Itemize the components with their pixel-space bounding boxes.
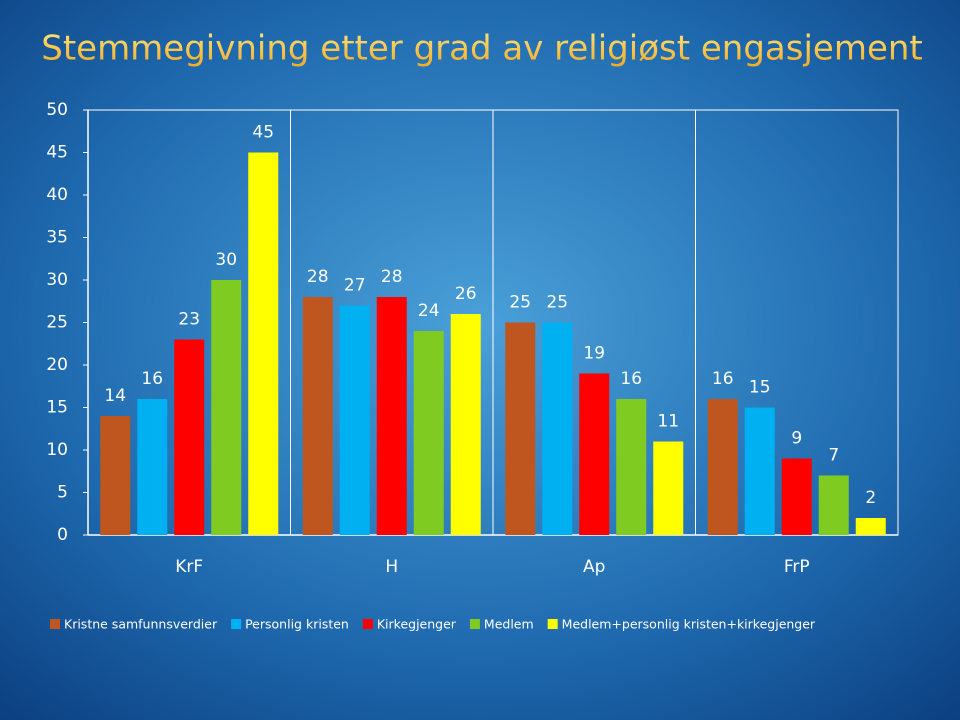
y-tick-label: 0 <box>57 525 68 545</box>
legend-label: Medlem <box>484 617 534 632</box>
value-label: 25 <box>509 293 531 313</box>
value-label: 28 <box>381 267 403 287</box>
bar <box>100 416 131 535</box>
bar <box>339 305 370 535</box>
legend-swatch <box>547 619 558 629</box>
legend-swatch <box>50 619 60 629</box>
value-label: 16 <box>141 369 163 389</box>
bar <box>137 399 168 535</box>
legend-swatch <box>469 619 480 629</box>
legend-label: Medlem+personlig kristen+kirkegjenger <box>562 617 816 632</box>
bar <box>302 297 333 535</box>
value-label: 28 <box>307 267 329 287</box>
bar <box>413 331 444 535</box>
bar <box>781 458 812 535</box>
value-label: 9 <box>791 429 802 449</box>
y-tick-label: 30 <box>46 270 68 290</box>
y-tick-label: 25 <box>46 313 68 333</box>
legend-swatch <box>362 619 373 629</box>
chart-title: Stemmegivning etter grad av religiøst en… <box>41 29 923 69</box>
bar <box>579 373 610 535</box>
bar <box>376 297 407 535</box>
value-label: 23 <box>178 310 200 330</box>
x-tick-label: FrP <box>784 557 810 577</box>
y-tick-label: 45 <box>46 143 68 163</box>
bar <box>211 280 242 535</box>
x-tick-label: H <box>385 557 398 577</box>
legend-label: Kirkegjenger <box>377 617 457 632</box>
value-label: 26 <box>455 284 477 304</box>
value-label: 19 <box>583 344 605 364</box>
value-label: 15 <box>749 378 771 398</box>
bar <box>248 152 279 535</box>
y-tick-label: 20 <box>46 355 68 375</box>
value-label: 14 <box>104 386 126 406</box>
bar <box>616 399 647 535</box>
x-tick-label: Ap <box>583 557 605 577</box>
bar <box>505 322 536 535</box>
bar <box>542 322 573 535</box>
value-label: 16 <box>620 369 642 389</box>
bar <box>653 441 684 535</box>
value-label: 30 <box>215 250 237 270</box>
legend-swatch <box>231 619 242 629</box>
value-label: 27 <box>344 276 366 296</box>
value-label: 45 <box>252 123 274 143</box>
bar <box>707 399 738 535</box>
bar <box>450 314 481 535</box>
bar <box>818 475 849 535</box>
bar <box>855 518 886 535</box>
legend-label: Kristne samfunnsverdier <box>64 617 218 632</box>
y-tick-label: 40 <box>46 185 68 205</box>
y-tick-label: 10 <box>46 440 68 460</box>
value-label: 7 <box>828 446 839 466</box>
value-label: 16 <box>712 369 734 389</box>
value-label: 11 <box>657 412 679 432</box>
bar <box>744 407 775 535</box>
value-label: 24 <box>418 301 440 321</box>
value-label: 2 <box>865 488 876 508</box>
y-tick-label: 35 <box>46 228 68 248</box>
y-tick-label: 50 <box>46 100 68 120</box>
y-tick-label: 5 <box>57 483 68 503</box>
bar <box>174 339 205 535</box>
y-tick-label: 15 <box>46 398 68 418</box>
legend-label: Personlig kristen <box>245 617 349 632</box>
x-tick-label: KrF <box>175 557 203 577</box>
value-label: 25 <box>546 293 568 313</box>
